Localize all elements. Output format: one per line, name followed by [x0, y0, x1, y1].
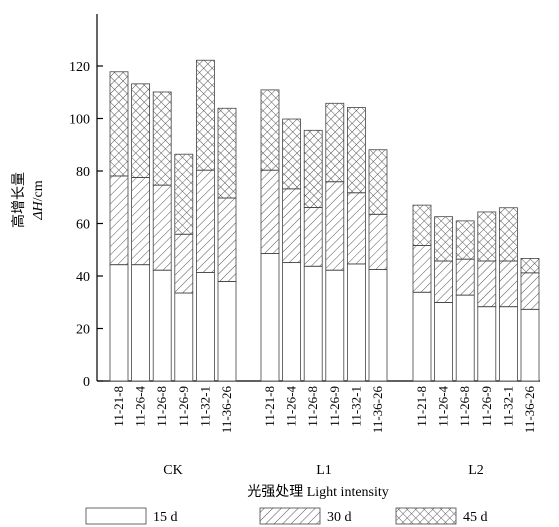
bar-segment-30d	[520, 272, 540, 310]
legend-label: 30 d	[327, 510, 352, 525]
bar-segment-30d	[260, 169, 280, 254]
bar-segment-30d	[498, 260, 518, 308]
x-axis-title: 光强处理 Light intensity	[247, 484, 389, 500]
bar-segment-30d	[303, 207, 323, 267]
x-tick-label: 11-21-8	[262, 386, 277, 427]
x-tick-label: 11-26-4	[436, 386, 451, 427]
bar-segment-15d	[174, 292, 194, 382]
bar-segment-15d	[368, 269, 388, 382]
x-tick-label: 11-32-1	[500, 386, 515, 427]
bar-segment-30d	[434, 260, 454, 303]
bar-segment-30d	[131, 177, 151, 266]
x-tick-label: 11-26-9	[327, 386, 342, 427]
x-tick-label: 11-26-9	[479, 386, 494, 427]
bar-segment-30d	[152, 184, 172, 271]
bar-segment-15d	[455, 294, 475, 382]
bar-segment-45d	[109, 71, 129, 177]
bar-segment-45d	[412, 204, 432, 246]
x-tick-label: 11-26-8	[305, 386, 320, 427]
x-tick-label: 11-36-26	[219, 386, 234, 434]
bar-segment-45d	[131, 83, 151, 178]
y-tick-label: 100	[69, 113, 90, 128]
y-tick-label: 20	[76, 323, 90, 338]
x-tick-label: 11-32-1	[348, 386, 363, 427]
y-tick-label: 80	[76, 165, 90, 180]
bar-segment-30d	[174, 233, 194, 294]
y-tick-label: 120	[69, 60, 90, 75]
x-tick-label: 11-26-9	[176, 386, 191, 427]
bar-segment-45d	[260, 89, 280, 171]
x-tick-label: 11-36-26	[522, 386, 537, 434]
bar-segment-15d	[217, 281, 237, 382]
bar-segment-15d	[412, 291, 432, 382]
bar-segment-15d	[346, 263, 366, 382]
bar-segment-45d	[455, 220, 475, 260]
bar-segment-15d	[152, 269, 172, 382]
bars	[109, 59, 540, 382]
bar-segment-45d	[303, 129, 323, 208]
bar-segment-15d	[131, 264, 151, 382]
bar-segment-30d	[195, 169, 215, 273]
y-axis-title-symbol: ΔH	[31, 200, 46, 220]
bar-segment-45d	[217, 107, 237, 199]
legend-label: 45 d	[463, 510, 488, 525]
bar-segment-45d	[325, 102, 345, 183]
bar-segment-15d	[477, 306, 497, 382]
bar-segment-30d	[412, 245, 432, 293]
x-tick-label: 11-26-4	[133, 386, 148, 427]
bar-segment-15d	[520, 308, 540, 382]
x-tick-label: 11-26-8	[457, 386, 472, 427]
x-tick-label: 11-36-26	[370, 386, 385, 434]
bar-segment-45d	[520, 258, 540, 274]
legend-swatch	[259, 507, 321, 525]
bar-segment-15d	[282, 262, 302, 382]
bar-segment-30d	[109, 175, 129, 266]
group-labels: CK L1 L2	[163, 463, 484, 478]
bar-segment-15d	[303, 265, 323, 382]
group-label: CK	[163, 463, 182, 478]
bar-segment-15d	[109, 264, 129, 382]
bar-segment-15d	[325, 269, 345, 382]
y-tick-label: 40	[76, 270, 90, 285]
x-tick-label: 11-21-8	[111, 386, 126, 427]
bar-segment-30d	[346, 192, 366, 265]
bar-segment-45d	[174, 153, 194, 235]
bar-segment-45d	[368, 149, 388, 215]
legend-label: 15 d	[153, 510, 178, 525]
bar-segment-45d	[152, 91, 172, 186]
bar-segment-30d	[217, 197, 237, 282]
bar-segment-30d	[325, 181, 345, 271]
y-tick-label: 60	[76, 218, 90, 233]
bar-segment-30d	[368, 213, 388, 270]
bar-segment-15d	[260, 253, 280, 382]
bar-segment-15d	[434, 302, 454, 382]
x-tick-label: 11-26-4	[284, 386, 299, 427]
y-tick-label: 0	[83, 375, 90, 390]
x-tick-label: 11-26-8	[154, 386, 169, 427]
bar-segment-45d	[434, 216, 454, 262]
bar-segment-45d	[477, 211, 497, 262]
y-axis-title: ΔH/cm	[31, 180, 46, 220]
legend-swatch	[85, 507, 147, 525]
y-axis: 0 20 40 60 80 100 120	[69, 14, 103, 390]
x-tick-label: 11-21-8	[414, 386, 429, 427]
x-tick-labels: 11-21-8 11-26-4 11-26-8 11-26-9 11-32-1 11-36…	[111, 386, 537, 434]
y-axis-title-cn: 高增长量	[10, 172, 27, 228]
bar-segment-15d	[498, 306, 518, 382]
legend-swatch	[395, 507, 457, 525]
group-label: L1	[316, 463, 332, 478]
group-label: L2	[468, 463, 484, 478]
y-axis-title-unit: /cm	[31, 180, 46, 201]
bar-segment-45d	[282, 118, 302, 190]
bar-segment-30d	[282, 188, 302, 264]
x-tick-label: 11-32-1	[197, 386, 212, 427]
bar-segment-15d	[195, 272, 215, 382]
bar-segment-30d	[477, 260, 497, 308]
legend: 15 d 30 d 45 d	[85, 507, 488, 525]
bar-segment-45d	[498, 207, 518, 262]
bar-segment-45d	[195, 59, 215, 171]
bar-segment-45d	[346, 107, 366, 194]
bar-segment-30d	[455, 258, 475, 296]
